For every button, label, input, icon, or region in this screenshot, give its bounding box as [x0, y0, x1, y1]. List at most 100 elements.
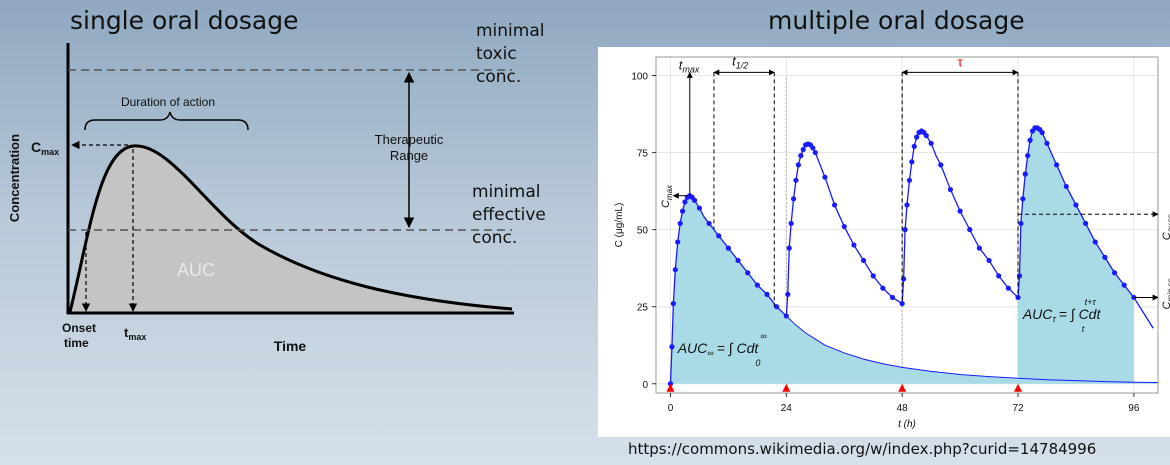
onset-label-1: Onset	[62, 321, 96, 335]
cmin-label: Cmin,ss	[1161, 278, 1170, 309]
data-point-57	[947, 186, 954, 193]
tmax-sub: max	[128, 332, 146, 342]
data-point-54	[923, 133, 929, 139]
data-point-2	[670, 301, 676, 307]
therapeutic-label-1: Therapeutic	[375, 132, 444, 147]
multiple-dose-chart: 0 25 50 75 100 0 24 48 72 96 t (h) C (μg/mL) t max Cm…	[614, 53, 1170, 430]
data-point-33	[810, 145, 816, 151]
auc-tau-formula: AUCτ = ∫ Cdt	[1022, 306, 1102, 324]
cav-sub: av,ss	[1166, 214, 1170, 232]
auc-tau-area	[1018, 127, 1134, 384]
auc-tau-upper: t+τ	[1085, 297, 1097, 307]
y-tick-label-2: 50	[637, 226, 649, 237]
data-point-80	[1082, 220, 1089, 227]
data-point-78	[1063, 183, 1069, 190]
cmax-sub: max	[41, 147, 59, 157]
concentration-curve	[68, 144, 513, 313]
data-point-34	[812, 149, 818, 156]
data-point-62	[996, 273, 1002, 279]
data-point-46	[904, 202, 910, 208]
thalf-sub: 1/2	[736, 60, 749, 70]
y-tick-label-0: 0	[642, 380, 648, 391]
auc-tau-integral: = ∫ Cdt	[1059, 306, 1102, 323]
data-point-55	[928, 140, 934, 146]
data-point-39	[860, 257, 867, 264]
effective-line-1: minimal	[472, 182, 541, 202]
y-tick-label-3: 75	[637, 149, 649, 160]
data-point-11	[692, 197, 698, 203]
data-point-50	[914, 134, 920, 140]
data-point-27	[795, 162, 801, 168]
therapeutic-label-2: Range	[390, 148, 428, 163]
cav-label: Cav,ss	[1161, 214, 1170, 240]
data-point-82	[1102, 254, 1108, 260]
tmax-label: tmax	[124, 325, 146, 342]
data-point-77	[1054, 162, 1060, 168]
data-point-60	[976, 245, 983, 251]
left-chart-title: single oral dosage	[70, 6, 299, 35]
auc-inf-lower: 0	[755, 358, 760, 368]
y-axis-label: C (μg/mL)	[614, 203, 625, 248]
y-tick-label-4: 100	[631, 71, 648, 82]
auc-fills	[670, 127, 1158, 384]
auc-area	[70, 145, 512, 312]
toxic-line-2: toxic	[476, 44, 517, 64]
duration-label: Duration of action	[121, 95, 215, 109]
data-point-83	[1111, 270, 1118, 276]
data-point-63	[1005, 285, 1011, 291]
onset-label-2: time	[64, 336, 89, 350]
auc-label: AUC	[177, 260, 215, 280]
multiple-dose-chart-panel: 0 25 50 75 100 0 24 48 72 96 t (h) C (μg/mL) t max Cm…	[598, 47, 1170, 437]
data-point-12	[696, 205, 703, 211]
series-points	[667, 125, 1137, 387]
data-point-18	[754, 282, 760, 288]
x-tick-label-1: 24	[781, 403, 793, 414]
auc-infinity-area	[670, 195, 1158, 384]
minimal-toxic-label: minimal toxic conc.	[476, 20, 544, 89]
data-point-3	[672, 267, 678, 273]
data-point-61	[986, 257, 992, 264]
x-axis-label: Time	[274, 338, 307, 354]
data-point-67	[1020, 196, 1026, 202]
data-point-6	[679, 208, 686, 214]
data-point-1	[669, 344, 675, 350]
data-point-69	[1025, 153, 1031, 159]
data-point-76	[1044, 140, 1050, 146]
auc-inf-upper: ∞	[760, 331, 766, 341]
cmax-label: Cmax	[31, 139, 59, 157]
dose-marker-3	[1014, 383, 1023, 392]
data-point-4	[675, 239, 681, 245]
minimal-effective-label: minimal effective conc.	[472, 181, 546, 250]
data-point-48	[909, 159, 915, 165]
tau-label: τ	[958, 54, 964, 69]
data-point-16	[735, 257, 741, 264]
data-point-40	[870, 273, 876, 279]
data-point-84	[1121, 282, 1127, 288]
data-point-66	[1018, 220, 1024, 227]
dose-marker-1	[782, 383, 791, 392]
data-point-58	[957, 208, 963, 214]
data-point-38	[851, 242, 857, 248]
data-point-23	[786, 245, 792, 251]
chart-axes: 0 25 50 75 100 0 24 48 72 96 t (h) C (μg/mL)	[614, 56, 1159, 430]
plot-frame	[655, 56, 1159, 394]
data-point-47	[906, 177, 913, 183]
data-point-41	[880, 285, 886, 291]
data-point-19	[764, 291, 770, 297]
data-point-29	[800, 146, 806, 153]
data-point-5	[677, 220, 683, 227]
data-point-14	[716, 233, 722, 239]
tmax-sub: max	[682, 64, 700, 74]
data-point-20	[774, 304, 780, 310]
y-tick-label-1: 25	[637, 303, 649, 314]
data-point-21	[783, 313, 789, 319]
single-dose-decay-curve	[785, 315, 1159, 384]
data-point-15	[725, 245, 732, 251]
x-tick-label-3: 72	[1012, 403, 1024, 414]
auc-inf-formula: AUC∞ = ∫ Cdt	[677, 340, 760, 358]
y-axis-label: Concentration	[7, 134, 22, 222]
cmin-sub: min,ss	[1166, 278, 1170, 301]
auc-tau-lower: t	[1082, 324, 1085, 334]
effective-line-3: conc.	[472, 228, 518, 248]
dose-marker-2	[898, 383, 907, 392]
